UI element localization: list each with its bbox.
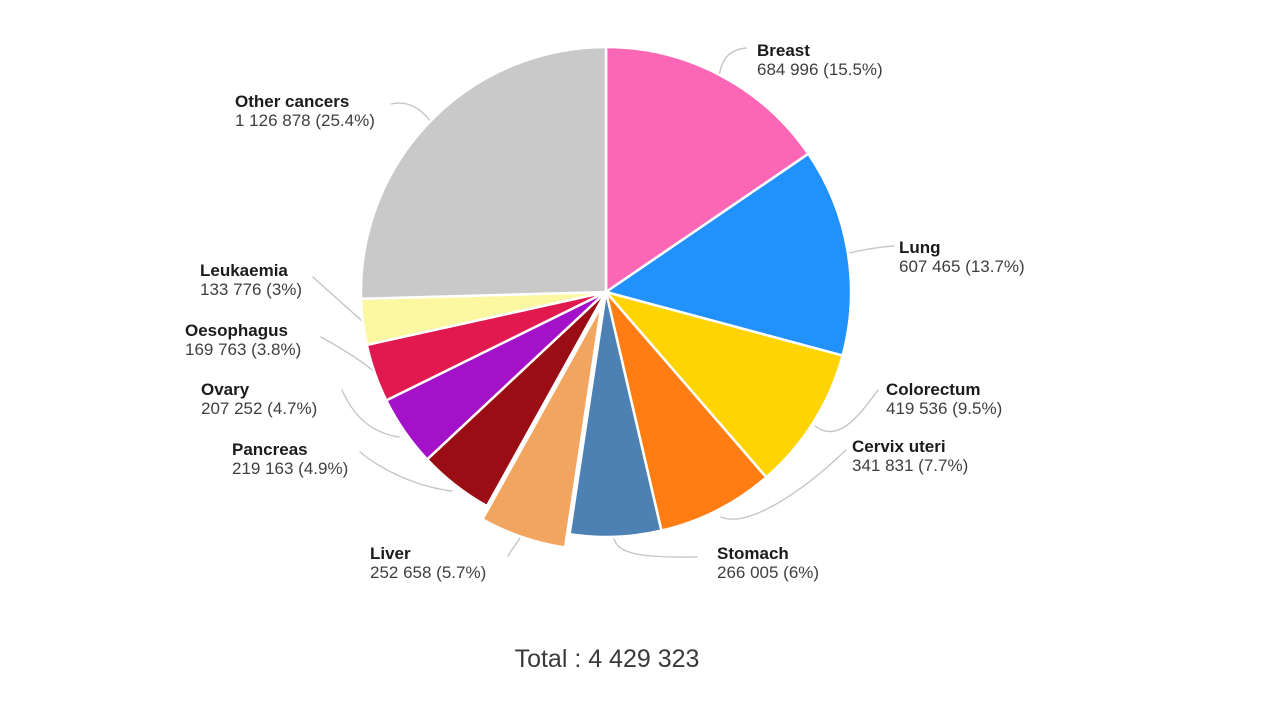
label-other-cancers-value: 1 126 878 (25.4%)	[235, 111, 375, 130]
label-leukaemia-value: 133 776 (3%)	[200, 280, 303, 299]
label-liver-value: 252 658 (5.7%)	[370, 563, 487, 582]
label-cervix-uteri-value: 341 831 (7.7%)	[852, 456, 969, 475]
label-cervix-uteri: Cervix uteri 341 831 (7.7%)	[852, 437, 968, 475]
leader-line-lung	[848, 245, 895, 254]
label-stomach-name: Stomach	[717, 544, 789, 563]
label-other-cancers: Other cancers 1 126 878 (25.4%)	[235, 92, 375, 130]
label-lung: Lung 607 465 (13.7%)	[899, 238, 1025, 276]
label-lung-value: 607 465 (13.7%)	[899, 257, 1025, 276]
leader-line-stomach	[613, 537, 698, 558]
label-breast-value: 684 996 (15.5%)	[757, 60, 883, 79]
label-liver: Liver 252 658 (5.7%)	[370, 544, 486, 582]
pie-slice-lung[interactable]	[604, 152, 853, 357]
label-stomach-value: 266 005 (6%)	[717, 563, 820, 582]
label-lung-name: Lung	[899, 238, 941, 257]
leader-line-breast	[718, 47, 747, 79]
leader-line-colorectum	[814, 389, 879, 433]
leader-line-cervix-uteri	[720, 449, 847, 520]
label-colorectum-name: Colorectum	[886, 380, 981, 399]
label-leukaemia-name: Leukaemia	[200, 261, 288, 280]
label-breast: Breast 684 996 (15.5%)	[757, 41, 883, 79]
label-ovary: Ovary 207 252 (4.7%)	[201, 380, 317, 418]
label-liver-name: Liver	[370, 544, 411, 563]
label-leukaemia: Leukaemia 133 776 (3%)	[200, 261, 302, 299]
leader-line-pancreas	[359, 451, 453, 492]
label-ovary-name: Ovary	[201, 380, 250, 399]
label-pancreas: Pancreas 219 163 (4.9%)	[232, 440, 348, 478]
leader-line-oesophagus	[320, 336, 377, 374]
label-colorectum: Colorectum 419 536 (9.5%)	[886, 380, 1002, 418]
label-stomach: Stomach 266 005 (6%)	[717, 544, 819, 582]
label-cervix-uteri-name: Cervix uteri	[852, 437, 946, 456]
label-pancreas-name: Pancreas	[232, 440, 308, 459]
label-oesophagus-value: 169 763 (3.8%)	[185, 340, 302, 359]
label-colorectum-value: 419 536 (9.5%)	[886, 399, 1003, 418]
pie-slice-colorectum[interactable]	[604, 290, 844, 479]
pie-slice-other-cancers[interactable]	[359, 45, 608, 301]
leader-line-ovary	[341, 389, 400, 438]
leader-line-other-cancers	[390, 102, 431, 122]
pie-slice-liver[interactable]	[481, 304, 603, 549]
pie-slice-cervix-uteri[interactable]	[604, 290, 768, 532]
label-breast-name: Breast	[757, 41, 810, 60]
label-oesophagus-name: Oesophagus	[185, 321, 288, 340]
leader-line-leukaemia	[312, 276, 363, 322]
label-pancreas-value: 219 163 (4.9%)	[232, 459, 349, 478]
label-oesophagus: Oesophagus 169 763 (3.8%)	[185, 321, 301, 359]
label-ovary-value: 207 252 (4.7%)	[201, 399, 318, 418]
total-label: Total : 4 429 323	[514, 645, 700, 673]
label-other-cancers-name: Other cancers	[235, 92, 350, 111]
pie-slice-breast[interactable]	[604, 45, 810, 294]
pie-slice-stomach[interactable]	[568, 290, 663, 539]
